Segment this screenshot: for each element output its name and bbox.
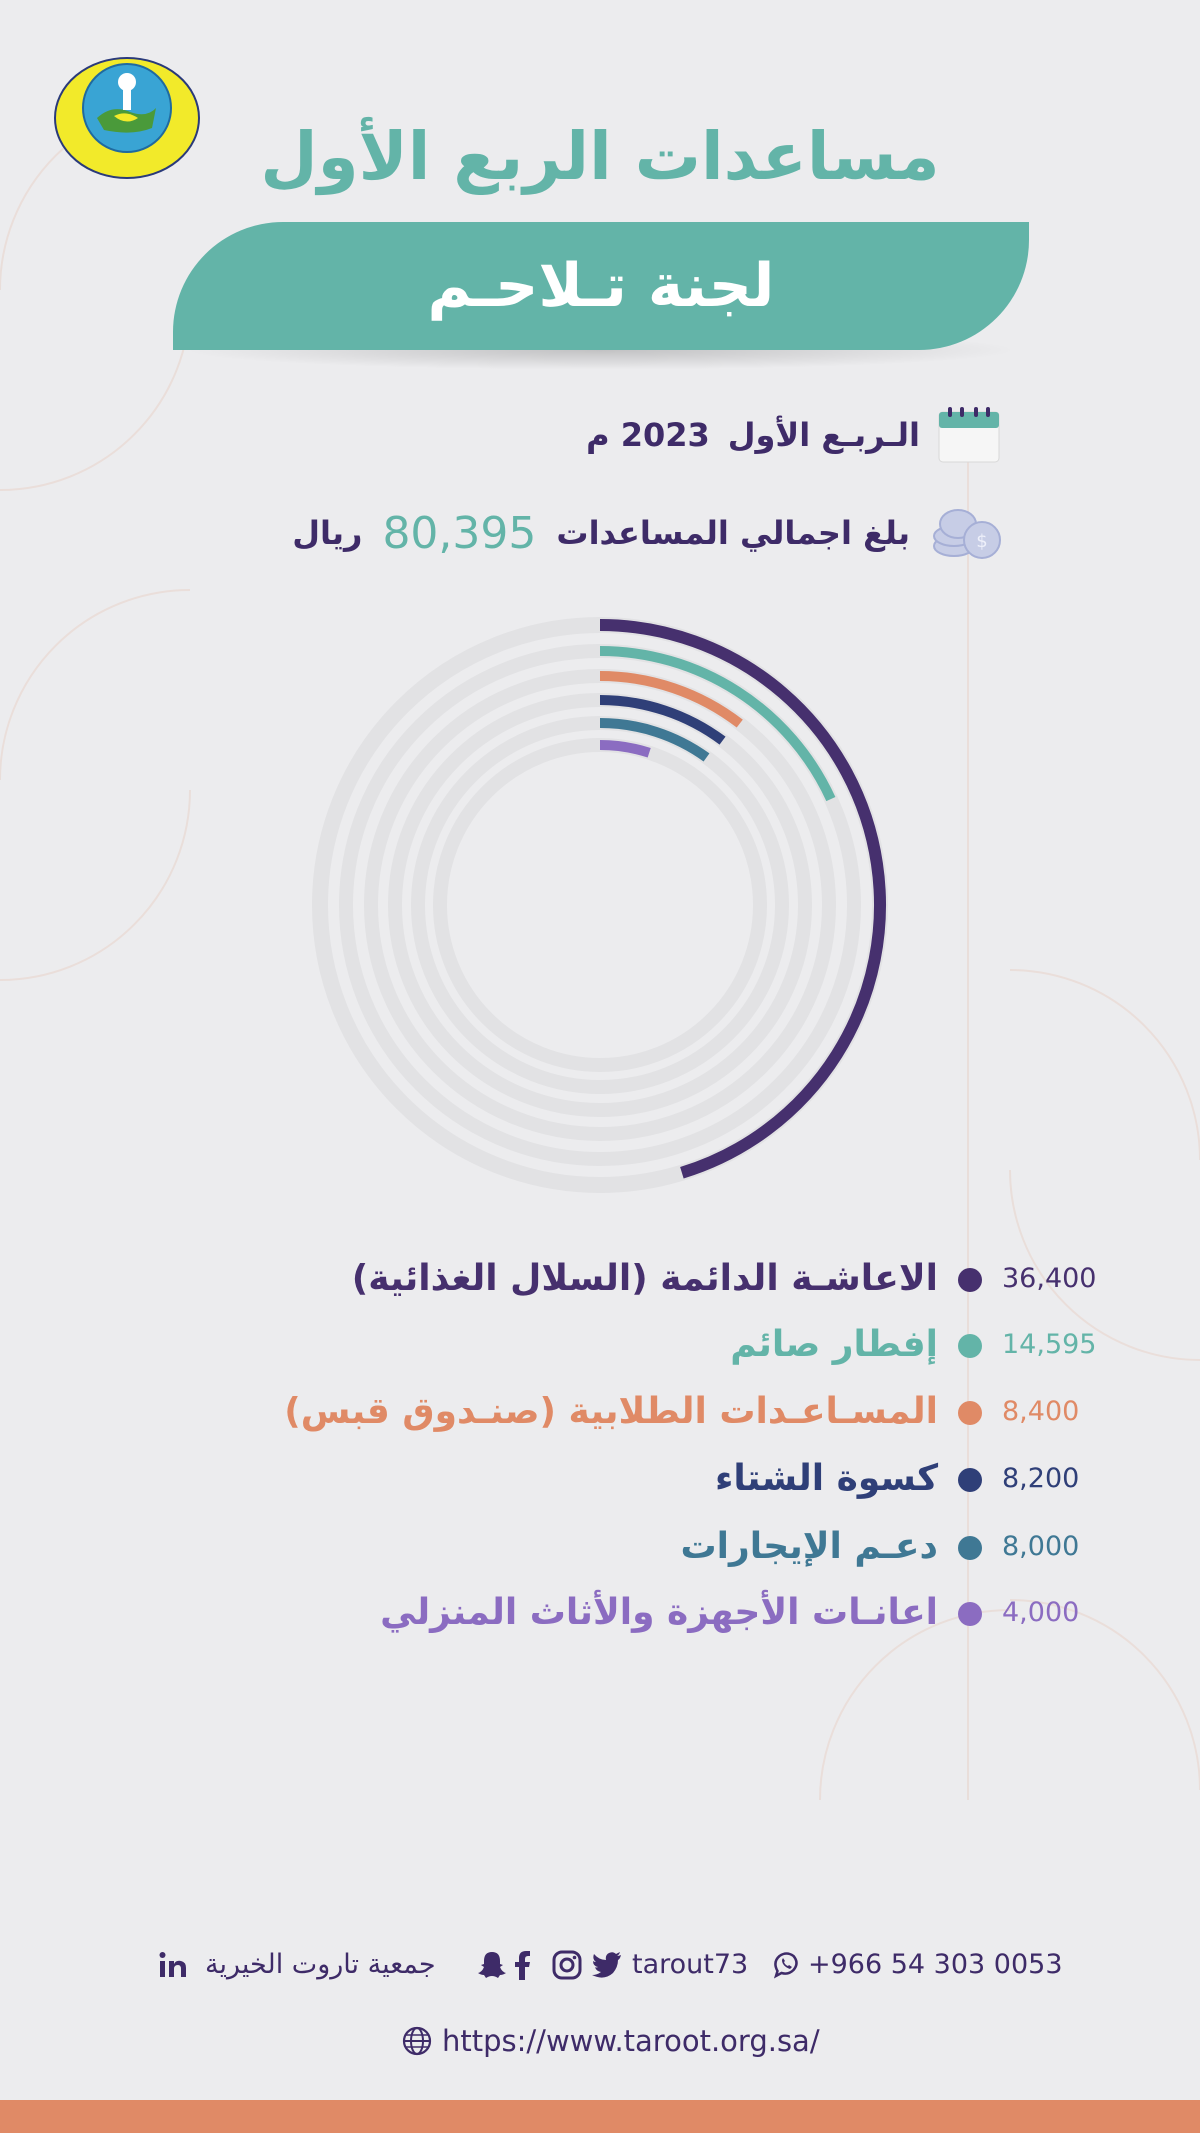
legend-item: اعانـات الأجهزة والأثاث المنزلي 4,000 <box>0 1582 1200 1644</box>
organization-logo <box>54 57 200 179</box>
whatsapp-icon[interactable] <box>771 1950 801 1980</box>
legend-value: 14,595 <box>1002 1329 1097 1360</box>
total-label: بلغ اجمالي المساعدات <box>556 514 910 552</box>
coins-icon: $ <box>933 509 1001 559</box>
chart-track-ring <box>433 738 767 1072</box>
snapchat-icon[interactable] <box>477 1950 507 1980</box>
legend-value: 4,000 <box>1002 1597 1080 1628</box>
footer-website: https://www.taroot.org.sa/ <box>0 2016 1200 2066</box>
legend-dot <box>958 1602 982 1626</box>
chart-bar-2 <box>599 646 836 802</box>
legend-label: دعـم الإيجارات <box>680 1526 938 1567</box>
legend-item: الاعاشـة الدائمة (السلال الغذائية) 36,400 <box>0 1248 1200 1310</box>
legend-item: كسوة الشتاء 8,200 <box>0 1448 1200 1510</box>
legend-item: إفطار صائم 14,595 <box>0 1314 1200 1376</box>
chart-bar-4 <box>599 695 726 745</box>
calendar-icon <box>938 407 1000 463</box>
legend-label: إفطار صائم <box>730 1324 938 1365</box>
total-value: 80,395 <box>382 507 537 559</box>
committee-banner: لجنة تـلاحـم <box>173 222 1029 350</box>
radial-bar-chart <box>312 617 888 1193</box>
website-link[interactable]: https://www.taroot.org.sa/ <box>442 2024 820 2058</box>
instagram-icon[interactable] <box>552 1950 582 1980</box>
legend-dot <box>958 1468 982 1492</box>
svg-text:$: $ <box>976 531 987 552</box>
chart-bar-5 <box>599 718 710 762</box>
currency-label: ريال <box>292 514 363 552</box>
total-row: $ بلغ اجمالي المساعدات 80,395 ريال <box>292 498 1008 568</box>
legend-value: 36,400 <box>1002 1263 1097 1294</box>
legend-value: 8,400 <box>1002 1396 1080 1427</box>
legend-label: اعانـات الأجهزة والأثاث المنزلي <box>380 1592 938 1633</box>
chart-track-ring <box>388 693 812 1117</box>
legend-label: المسـاعـدات الطلابية (صنـدوق قبس) <box>284 1391 938 1432</box>
facebook-icon[interactable] <box>512 1950 534 1980</box>
legend-value: 8,000 <box>1002 1531 1080 1562</box>
linkedin-icon[interactable] <box>158 1950 188 1980</box>
legend-label: كسوة الشتاء <box>714 1458 938 1499</box>
footer-org-name: جمعية تاروت الخيرية <box>205 1949 436 1980</box>
legend-dot <box>958 1334 982 1358</box>
committee-name: لجنة تـلاحـم <box>427 251 775 321</box>
legend-item: دعـم الإيجارات 8,000 <box>0 1516 1200 1578</box>
chart-bar-1 <box>599 619 886 1179</box>
chart-bar-6 <box>599 740 651 758</box>
legend-dot <box>958 1536 982 1560</box>
phone-number[interactable]: +966 54 303 0053 <box>808 1949 1063 1980</box>
date-row: الـربـع الأول 2023 م <box>586 400 1000 470</box>
bottom-bar <box>0 2100 1200 2133</box>
footer-contacts: جمعية تاروت الخيرية tarout73 +966 54 303… <box>0 1940 1200 1990</box>
legend-item: المسـاعـدات الطلابية (صنـدوق قبس) 8,400 <box>0 1381 1200 1443</box>
globe-icon <box>402 2026 432 2056</box>
chart-track-ring <box>411 716 789 1094</box>
social-handle[interactable]: tarout73 <box>632 1949 749 1980</box>
legend-dot <box>958 1268 982 1292</box>
date-label: الـربـع الأول <box>727 416 920 454</box>
legend-dot <box>958 1401 982 1425</box>
page-title: مساعدات الربع الأول <box>260 118 940 195</box>
date-value: 2023 م <box>586 416 710 454</box>
legend-label: الاعاشـة الدائمة (السلال الغذائية) <box>351 1258 938 1299</box>
chart-bar-3 <box>599 671 743 728</box>
legend-value: 8,200 <box>1002 1463 1080 1494</box>
twitter-icon[interactable] <box>592 1952 622 1978</box>
